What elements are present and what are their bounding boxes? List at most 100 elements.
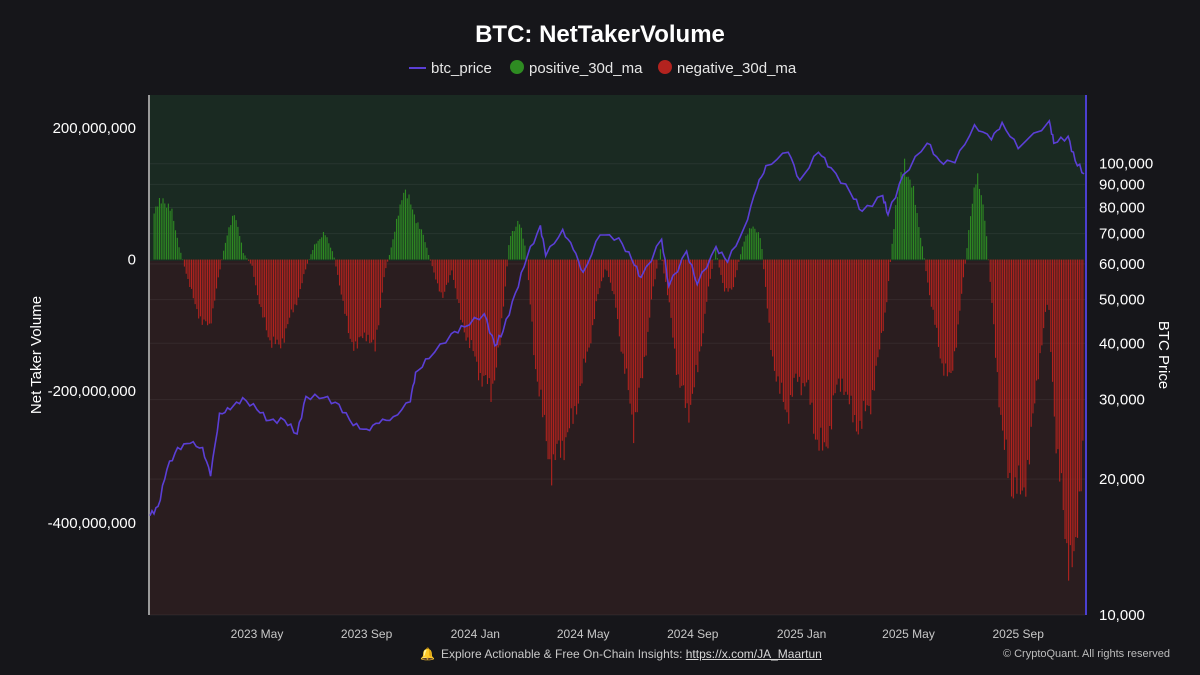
legend-btc-price[interactable]: btc_price <box>431 60 492 77</box>
bar-negative <box>221 259 223 261</box>
bar-positive <box>761 249 763 260</box>
bar-positive <box>233 215 235 260</box>
bar-negative <box>219 259 221 270</box>
bar-positive <box>754 228 756 260</box>
bar-positive <box>417 222 419 260</box>
bar-negative <box>604 259 606 270</box>
bar-negative <box>306 259 308 264</box>
bar-negative <box>531 259 533 322</box>
bar-negative <box>499 259 501 346</box>
bar-negative <box>492 259 494 384</box>
bar-negative <box>798 259 800 377</box>
right-axis-label: BTC Price <box>1155 321 1172 389</box>
bar-negative <box>335 259 337 267</box>
bar-negative <box>365 259 367 342</box>
bar-negative <box>527 259 530 281</box>
bar-positive <box>399 204 401 260</box>
bar-negative <box>367 259 369 335</box>
bar-positive <box>519 224 521 260</box>
legend-negative[interactable]: negative_30d_ma <box>677 60 797 77</box>
bar-positive <box>921 246 923 260</box>
bar-negative <box>633 259 635 444</box>
bar-negative <box>599 259 601 289</box>
bar-negative <box>618 259 620 337</box>
bar-negative <box>1032 259 1034 414</box>
bar-negative <box>1028 259 1030 465</box>
bar-negative <box>574 259 576 407</box>
bar-negative <box>827 259 829 449</box>
bar-negative <box>481 259 483 387</box>
bar-negative <box>800 259 802 396</box>
bar-positive <box>244 255 246 260</box>
x-tick-label: 2025 Sep <box>993 627 1045 641</box>
right-axis-ticks: 100,000 90,000 80,000 70,000 60,000 50,000 40,… <box>1099 156 1153 624</box>
bar-negative <box>577 259 579 404</box>
footer-link[interactable]: https://x.com/JA_Maartun <box>685 647 822 661</box>
bar-negative <box>677 259 679 375</box>
bar-positive <box>508 245 510 260</box>
bar-negative <box>214 259 216 301</box>
bar-positive <box>408 194 410 260</box>
bar-negative <box>590 259 592 344</box>
bar-negative <box>996 259 998 373</box>
bar-negative <box>276 259 278 340</box>
bar-positive <box>907 176 909 260</box>
bar-negative <box>943 259 945 376</box>
bar-negative <box>1046 259 1048 305</box>
bar-negative <box>782 259 784 402</box>
bar-negative <box>533 259 535 356</box>
legend-positive[interactable]: positive_30d_ma <box>529 60 643 77</box>
bar-negative <box>444 259 446 292</box>
bar-positive <box>397 215 399 260</box>
bar-negative <box>1030 259 1032 427</box>
bar-negative <box>576 259 578 415</box>
bar-negative <box>191 259 193 289</box>
bar-negative <box>729 259 731 289</box>
chart-title: BTC: NetTakerVolume <box>475 21 725 48</box>
bar-negative <box>1021 259 1023 491</box>
bar-negative <box>791 259 793 397</box>
bar-negative <box>841 259 843 379</box>
bar-negative <box>672 259 674 338</box>
bar-negative <box>479 259 481 373</box>
bar-negative <box>820 259 822 428</box>
bar-positive <box>240 242 243 260</box>
bar-negative <box>699 259 701 352</box>
bar-negative <box>1078 259 1080 492</box>
bar-negative <box>868 259 870 406</box>
bar-negative <box>707 259 710 287</box>
bar-positive <box>331 251 333 260</box>
bar-positive <box>420 229 423 260</box>
bar-negative <box>558 259 560 441</box>
bar-negative <box>929 259 931 296</box>
bar-negative <box>545 259 547 442</box>
bar-negative <box>1076 259 1079 538</box>
bar-negative <box>825 259 827 447</box>
bar-positive <box>167 203 169 260</box>
bar-positive <box>157 206 159 260</box>
bar-negative <box>813 259 815 434</box>
bar-negative <box>1003 259 1005 450</box>
bar-negative <box>568 259 571 429</box>
bar-negative <box>433 259 435 273</box>
right-tick-label: 10,000 <box>1099 607 1145 624</box>
bar-positive <box>242 253 244 260</box>
right-tick-label: 80,000 <box>1099 200 1145 217</box>
bar-negative <box>720 259 722 275</box>
bar-negative <box>870 259 872 415</box>
bar-negative <box>435 259 437 280</box>
bar-negative <box>1055 259 1057 454</box>
bar-negative <box>738 259 740 262</box>
bar-negative <box>265 259 267 331</box>
bar-positive <box>392 239 394 260</box>
bar-negative <box>264 259 266 318</box>
bar-positive <box>314 244 316 260</box>
bar-negative <box>650 259 653 300</box>
bar-negative <box>1011 259 1013 497</box>
bar-negative <box>927 259 929 283</box>
bar-negative <box>212 259 214 309</box>
bar-positive <box>893 229 895 260</box>
left-tick-label: -200,000,000 <box>48 383 136 400</box>
bar-negative <box>283 259 285 343</box>
bar-positive <box>410 204 412 260</box>
